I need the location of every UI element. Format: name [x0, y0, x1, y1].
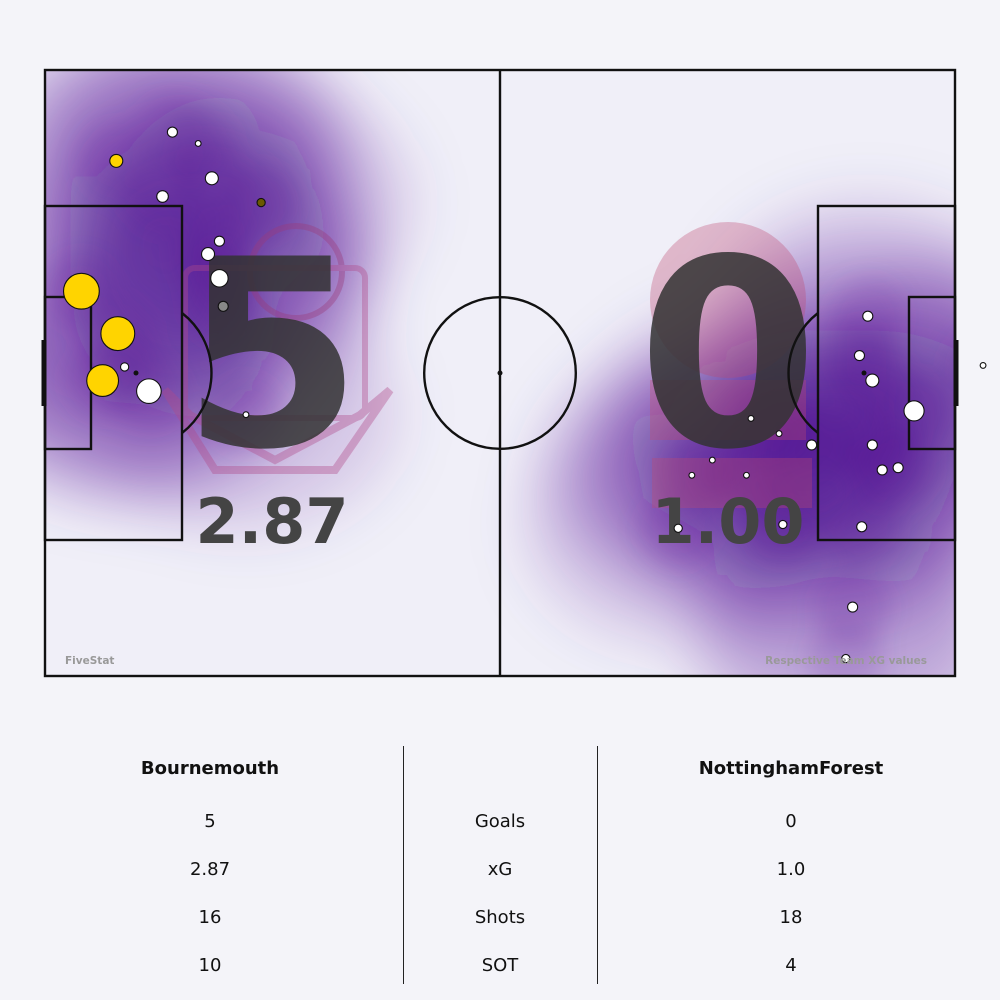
table-divider-left	[403, 746, 404, 984]
home-shot-8	[201, 247, 216, 262]
home-badge-shield	[182, 265, 368, 421]
away-team-badge	[650, 222, 812, 508]
away-shot-13	[775, 430, 783, 438]
home-shots-value: 16	[198, 907, 222, 928]
away-shot-2	[847, 601, 859, 613]
away-shot-12	[673, 523, 683, 533]
away-heat-spot-10	[807, 620, 884, 676]
away-shot-0	[903, 400, 925, 422]
away-shot-4	[876, 464, 888, 476]
home-shot-1	[100, 316, 136, 352]
home-xg-value: 2.87	[189, 859, 231, 880]
away-shot-6	[892, 462, 904, 474]
away-badge-waves	[650, 380, 806, 440]
home-shot-4	[119, 362, 130, 372]
away-shot-17	[708, 456, 716, 464]
away-shot-18	[979, 361, 987, 369]
home-shot-12	[213, 235, 225, 247]
center-circle	[423, 296, 578, 451]
away-shot-9	[862, 310, 874, 322]
home-badge-ball	[247, 223, 345, 321]
home-xg-overlay: 2.87	[196, 485, 349, 558]
away-sot-value: 4	[785, 955, 797, 976]
xg-note-label: Respective Team XG values	[765, 655, 927, 667]
shot-density-heatmap	[45, 70, 955, 676]
away-shots-value: 18	[779, 907, 803, 928]
away-xg-value: 1.0	[776, 859, 806, 880]
score-overlay: 5 0 2.87 1.00	[182, 205, 819, 558]
label-shots: Shots	[474, 907, 526, 928]
shot-markers	[62, 126, 987, 664]
home-team-name: Bournemouth	[140, 758, 280, 779]
home-shot-5	[136, 378, 162, 405]
away-xg-overlay: 1.00	[652, 485, 805, 558]
away-shot-8	[853, 350, 866, 362]
home-shot-15	[217, 300, 229, 312]
away-badge-tree	[650, 222, 806, 378]
away-heat-spot-18	[945, 339, 955, 392]
away-shot-15	[688, 471, 696, 479]
home-goals-value: 5	[204, 811, 216, 832]
away-badge-wordmark	[652, 458, 812, 508]
away-shot-7	[806, 439, 818, 451]
home-stats-column: Bournemouth 5 2.87 16 10	[60, 740, 360, 990]
away-shot-3	[856, 521, 868, 533]
center-spot	[497, 370, 503, 376]
stat-labels-column: Goals xG Shots SOT	[400, 740, 600, 990]
home-shot-7	[210, 269, 229, 288]
shot-map-pitch: 5 0 2.87 1.00 FiveStat Respective Team X…	[41, 68, 987, 678]
away-shot-11	[778, 519, 788, 530]
home-shot-9	[204, 171, 219, 186]
pitch-spots	[133, 370, 867, 376]
table-divider-right	[597, 746, 598, 984]
credit-label: FiveStat	[65, 655, 114, 667]
home-sot-value: 10	[198, 955, 222, 976]
right-penalty-arc	[787, 312, 819, 434]
away-shot-14	[743, 471, 750, 479]
home-shot-6	[156, 190, 169, 203]
home-badge-scroll	[161, 386, 394, 474]
home-team-badge	[161, 223, 394, 474]
right-penalty-spot	[861, 370, 867, 376]
home-shot-13	[256, 197, 266, 208]
label-header-blank	[400, 740, 600, 798]
label-sot: SOT	[481, 955, 519, 976]
home-shot-14	[242, 411, 250, 419]
label-xg: xG	[487, 859, 513, 880]
match-stats-table: Bournemouth 5 2.87 16 10 Goals xG Shots …	[0, 740, 1000, 990]
away-team-name: NottinghamForest	[698, 758, 884, 779]
team-badges	[161, 222, 812, 508]
home-shot-3	[109, 153, 124, 168]
away-stats-column: NottinghamForest 0 1.0 18 4	[641, 740, 941, 990]
away-goals-overlay: 0	[638, 205, 819, 507]
left-penalty-arc	[181, 312, 213, 434]
away-goals-value: 0	[785, 811, 797, 832]
away-shot-16	[747, 415, 755, 422]
away-shot-5	[866, 439, 878, 451]
home-shot-10	[194, 140, 202, 147]
home-shot-11	[166, 126, 178, 138]
label-goals: Goals	[474, 811, 526, 832]
left-penalty-spot	[133, 370, 139, 376]
away-shot-1	[865, 373, 880, 388]
home-shot-2	[86, 364, 120, 398]
away-shot-10	[841, 653, 851, 664]
home-shot-0	[62, 272, 100, 310]
